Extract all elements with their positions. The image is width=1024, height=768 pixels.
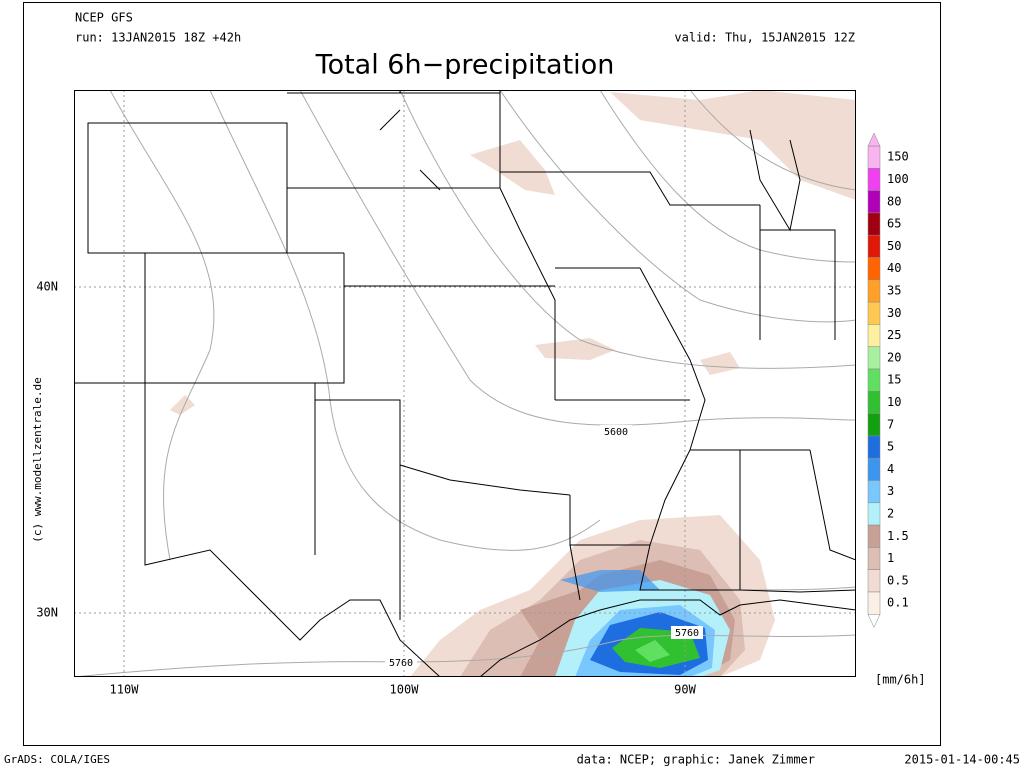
contour-label: 5600 [604, 427, 628, 438]
contour-label: 5760 [675, 628, 699, 639]
legend-label: 15 [887, 373, 901, 387]
lon-label: 110W [110, 683, 140, 697]
title: Total 6h−precipitation [315, 50, 615, 81]
legend-arrow [867, 614, 881, 628]
legend-label: 35 [887, 283, 901, 297]
legend-label: 5 [887, 440, 894, 454]
legend-swatch [867, 480, 881, 504]
legend-label: 7 [887, 417, 894, 431]
lat-label: 40N [36, 280, 58, 294]
legend-swatch [867, 301, 881, 325]
legend-label: 0.1 [887, 596, 909, 610]
legend-label: 150 [887, 150, 909, 164]
legend-swatch [867, 368, 881, 392]
legend-swatch [867, 257, 881, 281]
contour-label: 5760 [389, 658, 413, 669]
legend-label: 25 [887, 328, 901, 342]
legend-label: 4 [887, 462, 894, 476]
legend-swatch [867, 502, 881, 526]
legend-swatch [867, 212, 881, 236]
unit: [mm/6h] [875, 673, 926, 687]
legend-label: 3 [887, 484, 894, 498]
legend-label: 100 [887, 172, 909, 186]
run: run: 13JAN2015 18Z +42h [75, 31, 241, 45]
legend-swatch [867, 524, 881, 548]
legend-swatch [867, 591, 881, 615]
legend-label: 10 [887, 395, 901, 409]
legend-label: 30 [887, 306, 901, 320]
legend-label: 20 [887, 350, 901, 364]
legend-label: 65 [887, 217, 901, 231]
legend-arrow [867, 132, 881, 147]
model: NCEP GFS [75, 11, 133, 25]
footer-right: 2015-01-14-00:45 [904, 753, 1020, 767]
frame [23, 2, 941, 746]
legend-swatch [867, 547, 881, 570]
legend-label: 80 [887, 194, 901, 208]
legend-swatch [867, 190, 881, 214]
legend-swatch [867, 145, 881, 169]
map: 40N 30N 110W 100W 90W 5600 5760 5760 (c)… [31, 90, 856, 697]
footer-center: data: NCEP; graphic: Janek Zimmer [577, 753, 815, 767]
legend-label: 50 [887, 239, 901, 253]
legend-swatch [867, 279, 881, 303]
footer-left: GrADS: COLA/IGES [4, 753, 110, 766]
legend-label: 1.5 [887, 529, 909, 543]
legend-label: 2 [887, 506, 894, 520]
legend-swatch [867, 391, 881, 414]
legend-swatch [867, 346, 881, 370]
legend: 150 100 80 65 50 40 35 30 25 20 15 10 7 5 4 3 2 1.5 1 0.5 0.… [867, 132, 909, 628]
lon-label: 100W [390, 683, 420, 697]
legend-swatch [867, 168, 881, 191]
legend-swatch [867, 435, 881, 459]
legend-label: 40 [887, 261, 901, 275]
legend-label: 0.5 [887, 573, 909, 587]
legend-swatch [867, 234, 881, 258]
valid: valid: Thu, 15JAN2015 12Z [674, 31, 855, 45]
legend-swatch [867, 324, 881, 347]
legend-swatch [867, 569, 881, 593]
legend-label: 1 [887, 551, 894, 565]
credit: (c) www.modellzentrale.de [31, 377, 44, 543]
lon-label: 90W [674, 683, 696, 697]
lat-label: 30N [36, 606, 58, 620]
legend-swatch [867, 413, 881, 437]
legend-swatch [867, 457, 881, 481]
